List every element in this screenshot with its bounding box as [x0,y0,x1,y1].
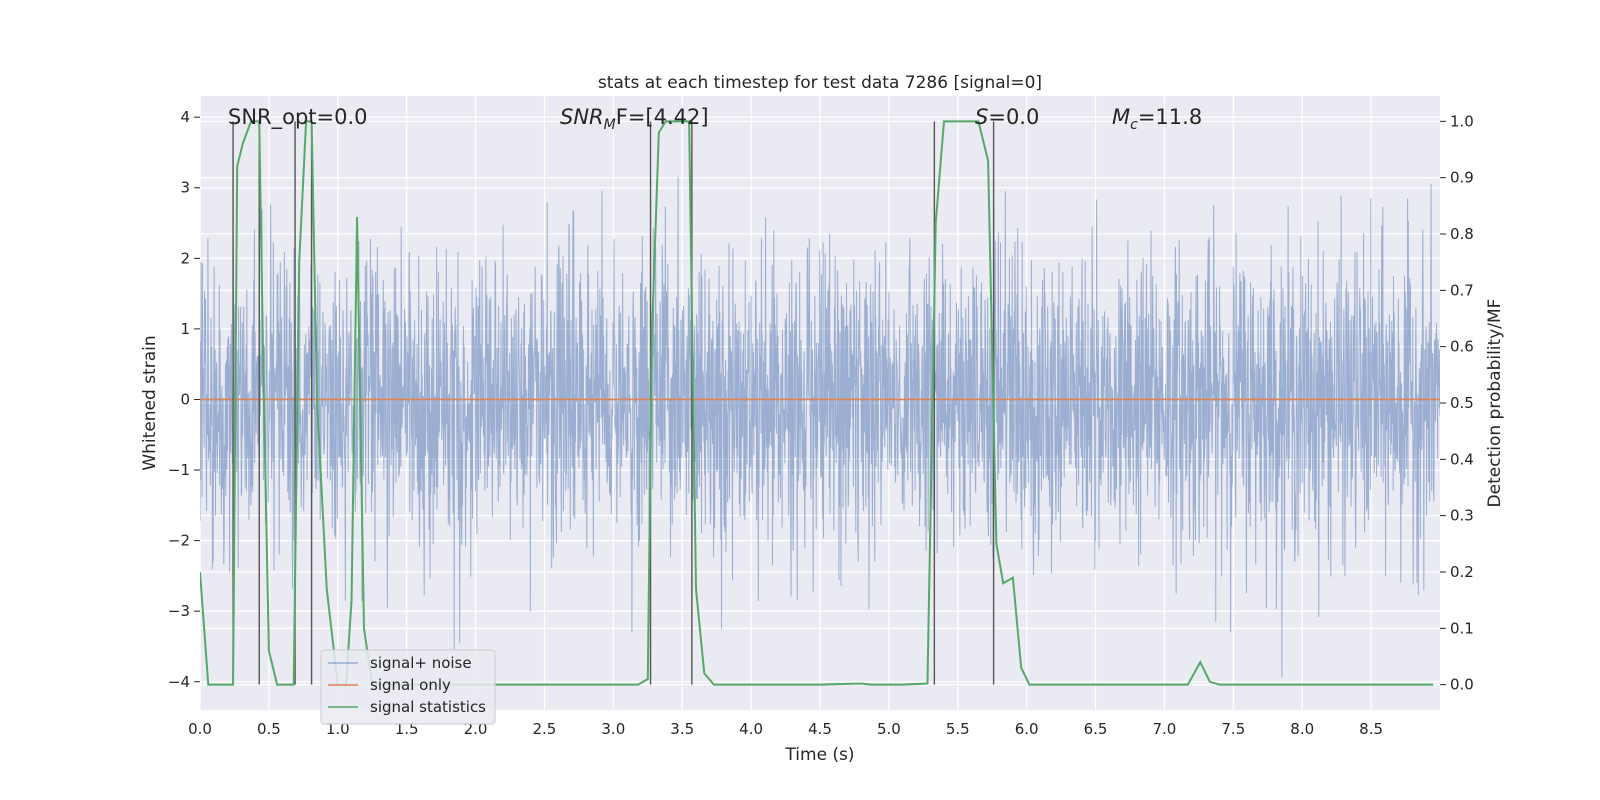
series-signal-noise [200,176,1440,679]
x-tick-label: 2.5 [533,720,557,738]
legend-label-signal-statistics: signal statistics [370,698,486,716]
y-right-tick-label: 0.2 [1450,563,1474,581]
x-tick-label: 6.5 [1084,720,1108,738]
annotation-s-value: =0.0 [988,105,1039,129]
y-right-tick-label: 0.6 [1450,338,1474,356]
annotation-mc-symbol: M [1112,105,1130,129]
y-left-tick-label: 4 [180,108,190,126]
x-axis-label: Time (s) [784,745,854,765]
y-right-tick-label: 0.7 [1450,281,1474,299]
y-right-tick-label: 0.4 [1450,450,1474,468]
x-tick-label: 3.0 [601,720,625,738]
y-left-tick-label: −2 [168,532,190,550]
y-right-tick-label: 0.8 [1450,225,1474,243]
series-signal-statistics [200,120,1434,686]
y-right-tick-label: 0.3 [1450,507,1474,525]
x-tick-label: 3.5 [670,720,694,738]
annotation-snr-opt: SNR_opt=0.0 [228,105,368,130]
annotation-snr-mf-subscript: M [604,117,616,133]
x-tick-label: 0.0 [188,720,212,738]
y-right-tick-label: 1.0 [1450,112,1474,130]
legend-box [320,649,496,725]
y-left-tick-label: −1 [168,461,190,479]
annotation-s: S=0.0 [975,105,1039,129]
x-axis-ticks: 0.0 0.5 1.0 1.5 2.0 2.5 3.0 3.5 4.0 4.5 5.0 5.5 6.0 6… [188,720,1383,738]
annotation-snr-mf: SNRMF=[4.42] [560,105,709,133]
y-left-tick-label: 3 [180,179,190,197]
y-left-tick-label: 1 [180,320,190,338]
y-left-axis-label: Whitened strain [140,335,160,470]
y-left-axis-ticks: −4 −3 −2 −1 0 1 2 3 4 [168,108,200,691]
x-tick-label: 0.5 [257,720,281,738]
legend-label-signal-only: signal only [370,676,451,694]
x-tick-label: 8.0 [1290,720,1314,738]
y-right-tick-label: 0.9 [1450,169,1474,187]
y-right-tick-label: 0.5 [1450,394,1474,412]
x-tick-label: 5.5 [946,720,970,738]
y-right-tick-label: 0.0 [1450,676,1474,694]
x-tick-label: 8.5 [1359,720,1383,738]
x-tick-label: 5.0 [877,720,901,738]
x-tick-label: 7.5 [1221,720,1245,738]
y-right-tick-label: 0.1 [1450,619,1474,637]
y-right-axis-ticks: 0.0 0.1 0.2 0.3 0.4 0.5 0.6 0.7 0.8 0.9 1.0 [1440,112,1474,694]
y-left-tick-label: 2 [180,249,190,267]
annotation-snr-mf-value: F=[4.42] [616,105,709,129]
legend-label-signal-noise: signal+ noise [370,654,472,672]
annotation-mc-value: =11.8 [1138,105,1202,129]
annotation-mc-subscript: c [1130,117,1138,133]
annotation-mc: Mc=11.8 [1112,105,1202,133]
x-tick-label: 7.0 [1153,720,1177,738]
annotation-snr-mf-symbol: SNR [560,105,604,129]
y-left-tick-label: −3 [168,602,190,620]
x-tick-label: 4.0 [739,720,763,738]
y-left-tick-label: −4 [168,673,190,691]
chart-title: stats at each timestep for test data 728… [598,73,1042,93]
annotation-s-symbol: S [975,105,988,129]
legend: signal+ noise signal only signal statist… [320,649,496,725]
x-tick-label: 6.0 [1015,720,1039,738]
y-left-tick-label: 0 [180,390,190,408]
x-tick-label: 4.5 [808,720,832,738]
y-right-axis-label: Detection probability/MF [1485,299,1505,508]
